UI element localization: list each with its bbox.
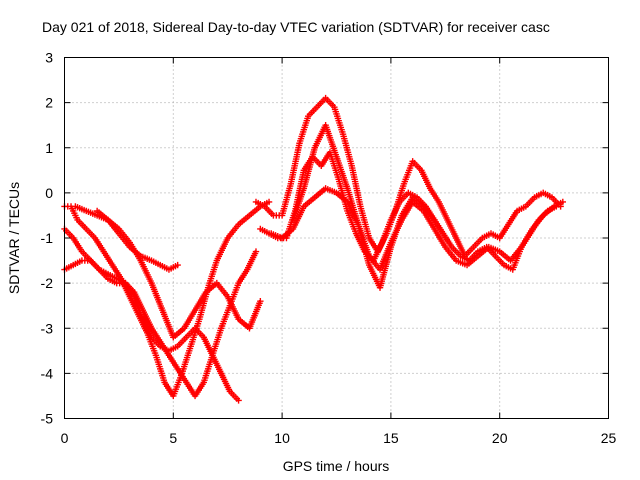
x-tick-label: 25 bbox=[601, 430, 617, 446]
y-axis-label: SDTVAR / TECUs bbox=[6, 182, 22, 294]
y-tick-label: -1 bbox=[41, 230, 54, 246]
data-point bbox=[559, 198, 567, 206]
x-tick-label: 5 bbox=[169, 430, 177, 446]
data-point bbox=[257, 297, 264, 305]
y-tick-label: -3 bbox=[41, 320, 54, 336]
x-tick-label: 20 bbox=[492, 430, 508, 446]
series-track-4 bbox=[72, 203, 264, 341]
y-tick-label: -4 bbox=[41, 365, 54, 381]
y-tick-label: 1 bbox=[45, 140, 53, 156]
x-tick-label: 15 bbox=[383, 430, 399, 446]
data-point bbox=[431, 216, 438, 224]
axis-ticks bbox=[64, 57, 609, 419]
data-point bbox=[265, 198, 273, 206]
y-tick-label: -2 bbox=[41, 275, 54, 291]
x-tick-label: 10 bbox=[274, 430, 290, 446]
chart-title: Day 021 of 2018, Sidereal Day-to-day VTE… bbox=[42, 19, 550, 35]
data-point bbox=[235, 397, 242, 404]
series-track-1 bbox=[61, 198, 273, 400]
data-point bbox=[252, 248, 260, 255]
x-tick-label: 0 bbox=[61, 430, 69, 446]
x-axis-label: GPS time / hours bbox=[283, 458, 390, 474]
series-track-5 bbox=[93, 207, 181, 273]
data-points bbox=[61, 94, 567, 404]
series-track-3 bbox=[61, 257, 242, 404]
series-track-9 bbox=[289, 121, 438, 291]
y-tick-label: -5 bbox=[41, 411, 54, 427]
x-tick-labels: 0 5 10 15 20 25 bbox=[61, 430, 617, 446]
y-tick-labels: -5 -4 -3 -2 -1 0 1 2 3 bbox=[41, 50, 54, 427]
y-tick-label: 2 bbox=[45, 95, 53, 111]
y-tick-label: 3 bbox=[45, 50, 53, 66]
y-tick-label: 0 bbox=[45, 185, 53, 201]
data-point bbox=[174, 261, 181, 269]
